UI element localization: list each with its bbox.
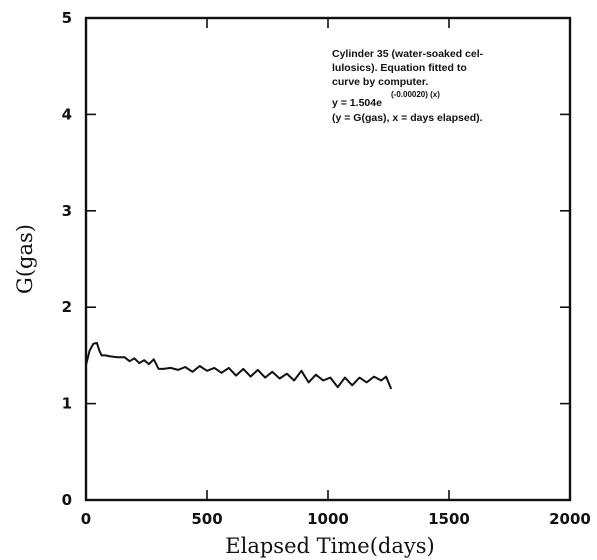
y-axis-label: G(gas) <box>13 224 37 294</box>
y-tick-label: 2 <box>62 298 72 316</box>
annotation-equation-legend: (y = G(gas), x = days elapsed). <box>332 112 483 124</box>
x-tick-label: 500 <box>191 510 222 528</box>
annotation: Cylinder 35 (water-soaked cel- lulosics)… <box>332 48 484 124</box>
annotation-equation: y = 1.504e <box>332 97 382 109</box>
y-tick-label: 4 <box>62 105 72 123</box>
x-tick-label: 1000 <box>307 510 349 528</box>
y-tick-label: 1 <box>62 395 72 413</box>
x-tick-label: 1500 <box>428 510 470 528</box>
series-line <box>85 341 392 390</box>
x-axis-label: Elapsed Time(days) <box>225 534 434 558</box>
plot-frame <box>84 16 572 502</box>
y-tick-label: 0 <box>62 491 72 509</box>
annotation-line-2: lulosics). Equation fitted to <box>332 62 467 74</box>
annotation-equation-exponent: (-0.00020) (x) <box>391 90 440 99</box>
x-tick-label: 2000 <box>549 510 591 528</box>
series-layer <box>85 341 392 390</box>
x-tick-label: 0 <box>81 510 91 528</box>
annotation-line-3: curve by computer. <box>332 76 428 88</box>
y-axis-ticks: 0 1 2 3 4 5 <box>62 9 570 509</box>
annotation-line-1: Cylinder 35 (water-soaked cel- <box>332 48 484 60</box>
y-tick-label: 5 <box>62 9 72 27</box>
x-axis-ticks: 0 500 1000 1500 2000 <box>81 18 591 528</box>
y-tick-label: 3 <box>62 202 72 220</box>
